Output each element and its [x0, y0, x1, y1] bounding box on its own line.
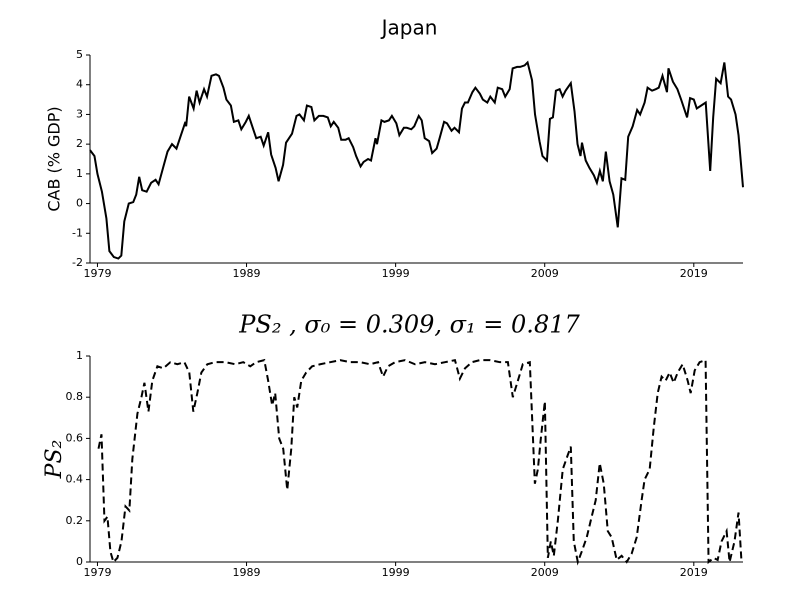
y-axis-label: PS₂ — [42, 440, 67, 480]
y-tick-label: 0.8 — [66, 390, 84, 403]
y-tick-label: 2 — [76, 137, 83, 150]
y-tick-label: 0.4 — [66, 473, 84, 486]
chart-title: Japan — [380, 16, 438, 40]
y-tick-label: -2 — [72, 256, 83, 269]
y-tick-label: 1 — [76, 167, 83, 180]
y-tick-label: 3 — [76, 107, 83, 120]
x-tick-label: 2019 — [680, 566, 708, 579]
y-tick-label: 4 — [76, 78, 83, 91]
y-tick-label: 0.2 — [66, 514, 84, 527]
data-line — [97, 358, 743, 566]
x-tick-label: 2009 — [531, 566, 559, 579]
data-line — [89, 60, 744, 260]
y-tick-label: -1 — [72, 226, 83, 239]
x-tick-label: 1989 — [233, 267, 261, 280]
x-tick-label: 1999 — [382, 566, 410, 579]
x-tick-label: 1979 — [83, 267, 111, 280]
y-tick-label: 0 — [76, 197, 83, 210]
x-tick-label: 2019 — [680, 267, 708, 280]
y-tick-label: 1 — [76, 349, 83, 362]
x-tick-label: 2009 — [531, 267, 559, 280]
x-tick-label: 1989 — [233, 566, 261, 579]
y-tick-label: 0.6 — [66, 431, 84, 444]
x-tick-label: 1979 — [83, 566, 111, 579]
y-tick-label: 5 — [76, 48, 83, 61]
y-axis-label: CAB (% GDP) — [45, 106, 64, 211]
chart-title: PS₂ , σ₀ = 0.309, σ₁ = 0.817 — [238, 311, 580, 339]
y-tick-label: 0 — [76, 555, 83, 568]
x-tick-label: 1999 — [382, 267, 410, 280]
